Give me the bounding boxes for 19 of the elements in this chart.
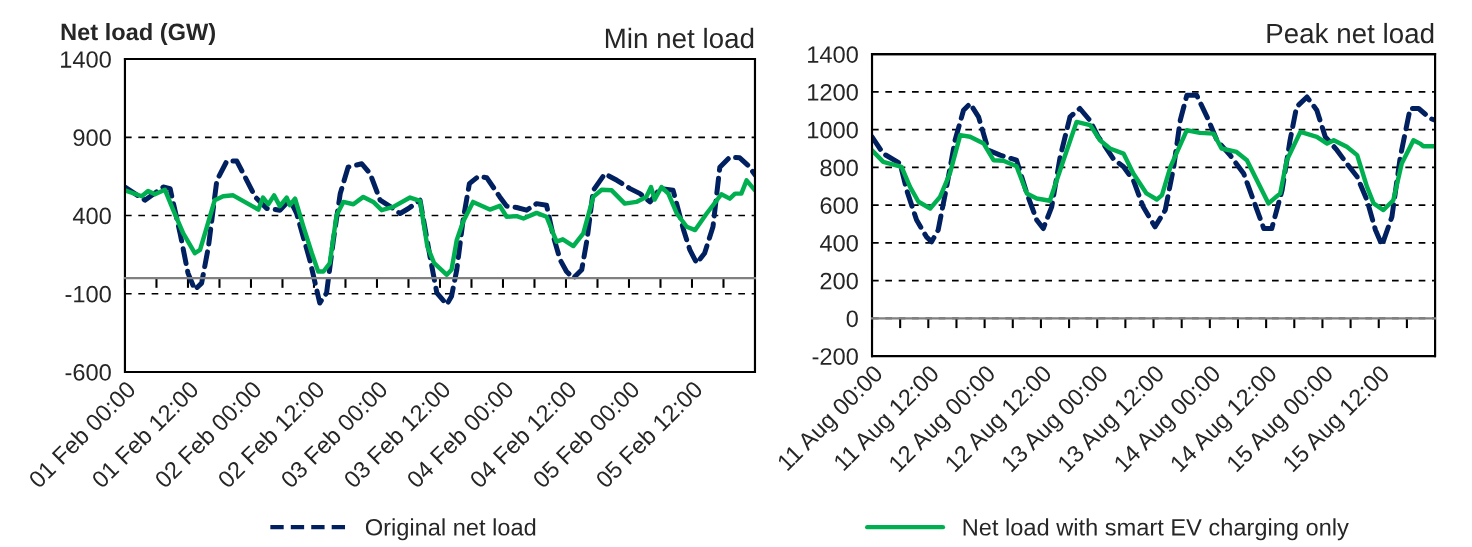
- y-tick-label: 400: [819, 234, 858, 252]
- legend-label: Net load with smart EV charging only: [963, 518, 1349, 541]
- y-tick-label: 1200: [808, 83, 858, 101]
- y-tick-label: 1400: [808, 46, 858, 63]
- legend-label: Original net load: [365, 518, 536, 541]
- y-tick-label: 600: [820, 197, 858, 214]
- y-tick-label: 900: [73, 129, 111, 147]
- chart-title: Min net load: [605, 27, 754, 49]
- y-tick-label: -600: [65, 364, 111, 381]
- y-tick-label: 200: [820, 272, 858, 290]
- y-tick-label: 800: [820, 159, 858, 177]
- y-tick-label: -200: [812, 348, 858, 365]
- chart-title: Peak net load: [1267, 22, 1434, 44]
- y-tick-label: -100: [65, 285, 111, 303]
- y-tick-label: 1400: [61, 51, 111, 68]
- y-tick-label: 1000: [808, 121, 858, 139]
- y-tick-label: 400: [72, 207, 111, 225]
- y-axis-title: Net load (GW): [61, 22, 215, 45]
- y-tick-label: 0: [846, 310, 858, 328]
